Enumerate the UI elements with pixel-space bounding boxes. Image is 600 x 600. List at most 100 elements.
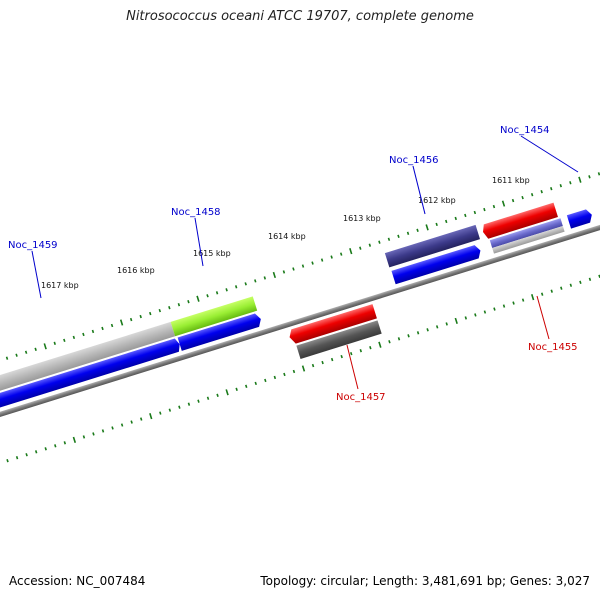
- gene-label-noc-1456[interactable]: Noc_1456: [389, 155, 439, 166]
- inner-tick-mark: [225, 389, 229, 396]
- inner-tick-mark: [560, 286, 563, 290]
- outer-tick-mark: [82, 332, 85, 337]
- inner-tick-mark: [474, 313, 477, 317]
- inner-tick-mark: [397, 337, 401, 341]
- outer-tick-mark: [225, 288, 228, 292]
- inner-tick-mark: [407, 334, 410, 338]
- outer-tick-mark: [416, 228, 419, 233]
- outer-tick-mark: [187, 300, 190, 304]
- outer-tick-mark: [349, 248, 353, 255]
- inner-tick-mark: [502, 304, 506, 308]
- outer-tick-mark: [435, 222, 438, 227]
- outer-tick-mark: [24, 350, 28, 354]
- outer-tick-mark: [43, 343, 47, 350]
- outer-tick-mark: [5, 356, 9, 360]
- inner-tick-mark: [149, 412, 153, 420]
- outer-tick-mark: [158, 308, 162, 313]
- outer-tick-mark: [101, 326, 104, 331]
- kbp-label: 1611 kbp: [492, 176, 530, 185]
- kbp-label: 1617 kbp: [41, 281, 79, 290]
- feature-gray-small[interactable]: [492, 225, 565, 254]
- inner-tick-mark: [598, 274, 600, 278]
- outer-tick-mark: [559, 184, 563, 188]
- inner-tick-mark: [388, 340, 391, 344]
- feature-green-outer[interactable]: [170, 296, 258, 337]
- gene-noc-1457[interactable]: [287, 304, 377, 345]
- inner-tick-mark: [330, 357, 334, 362]
- gene-noc-1454[interactable]: [566, 208, 594, 229]
- outer-tick-mark: [263, 276, 267, 280]
- inner-tick-mark: [245, 384, 248, 389]
- inner-tick-mark: [445, 322, 448, 326]
- inner-tick-mark: [92, 432, 95, 436]
- gene-label-noc-1458[interactable]: Noc_1458: [171, 207, 221, 218]
- inner-tick-mark: [178, 405, 181, 409]
- outer-tick-mark: [464, 213, 467, 218]
- feature-lavender[interactable]: [489, 218, 563, 248]
- inner-tick-mark: [416, 331, 420, 335]
- outer-tick-mark: [244, 282, 247, 286]
- inner-tick-mark: [54, 444, 57, 448]
- inner-tick-mark: [235, 387, 238, 391]
- outer-tick-mark: [149, 311, 152, 316]
- outer-tick-mark: [511, 198, 515, 203]
- inner-tick-mark: [292, 369, 296, 374]
- inner-tick-mark: [350, 351, 353, 356]
- outer-tick-mark: [501, 200, 506, 207]
- inner-tick-mark: [254, 381, 257, 386]
- inner-tick-mark: [44, 447, 47, 451]
- gene-noc-1458[interactable]: [177, 312, 263, 351]
- inner-tick-mark: [25, 453, 28, 457]
- feature-dark-noc-1457[interactable]: [296, 320, 382, 359]
- outer-tick-mark: [119, 319, 124, 326]
- inner-tick-mark: [15, 456, 19, 460]
- inner-tick-mark: [111, 426, 114, 430]
- inner-tick-mark: [321, 360, 324, 365]
- outer-tick-mark: [387, 237, 391, 241]
- outer-tick-mark: [72, 335, 76, 340]
- outer-tick-mark: [540, 190, 543, 194]
- feature-gray-outer[interactable]: [0, 321, 176, 395]
- outer-tick-mark: [588, 175, 591, 179]
- inner-tick-mark: [159, 411, 162, 415]
- gene-noc-1459[interactable]: [0, 338, 182, 411]
- gene-label-noc-1454[interactable]: Noc_1454: [500, 125, 550, 136]
- outer-tick-mark: [339, 252, 343, 256]
- callout-line-noc-1454: [520, 135, 579, 173]
- kbp-label: 1613 kbp: [343, 214, 381, 223]
- kbp-label: 1616 kbp: [117, 266, 155, 275]
- inner-tick-mark: [187, 402, 191, 406]
- inner-tick-mark: [483, 310, 487, 314]
- inner-tick-mark: [101, 429, 105, 433]
- inner-tick-mark: [273, 375, 277, 380]
- outer-tick-mark: [454, 216, 457, 221]
- feature-red-noc-1455[interactable]: [481, 202, 558, 240]
- outer-tick-mark: [445, 219, 448, 224]
- outer-tick-mark: [569, 181, 572, 185]
- gene-label-noc-1457[interactable]: Noc_1457: [336, 392, 386, 403]
- outer-tick-mark: [378, 240, 381, 244]
- gene-noc-1456-outer[interactable]: [384, 224, 481, 268]
- inner-tick-mark: [301, 365, 306, 372]
- gene-label-noc-1459[interactable]: Noc_1459: [8, 240, 58, 251]
- gene-label-noc-1455[interactable]: Noc_1455: [528, 342, 578, 353]
- outer-tick-mark: [234, 285, 238, 289]
- outer-tick-mark: [397, 234, 400, 238]
- outer-tick-mark: [63, 338, 66, 343]
- inner-tick-mark: [130, 420, 133, 424]
- inner-tick-mark: [206, 396, 210, 400]
- inner-tick-mark: [588, 277, 592, 281]
- gene-noc-1456[interactable]: [391, 244, 482, 285]
- inner-tick-mark: [197, 399, 200, 403]
- outer-tick-mark: [177, 303, 181, 307]
- outer-tick-mark: [301, 264, 305, 268]
- inner-tick-mark: [493, 307, 496, 311]
- outer-tick-mark: [292, 267, 295, 271]
- outer-tick-mark: [550, 187, 553, 191]
- outer-tick-mark: [359, 246, 362, 250]
- callout-line-noc-1458: [194, 217, 204, 267]
- outer-tick-mark: [368, 243, 372, 247]
- outer-tick-mark: [129, 317, 133, 322]
- inner-tick-mark: [6, 459, 9, 463]
